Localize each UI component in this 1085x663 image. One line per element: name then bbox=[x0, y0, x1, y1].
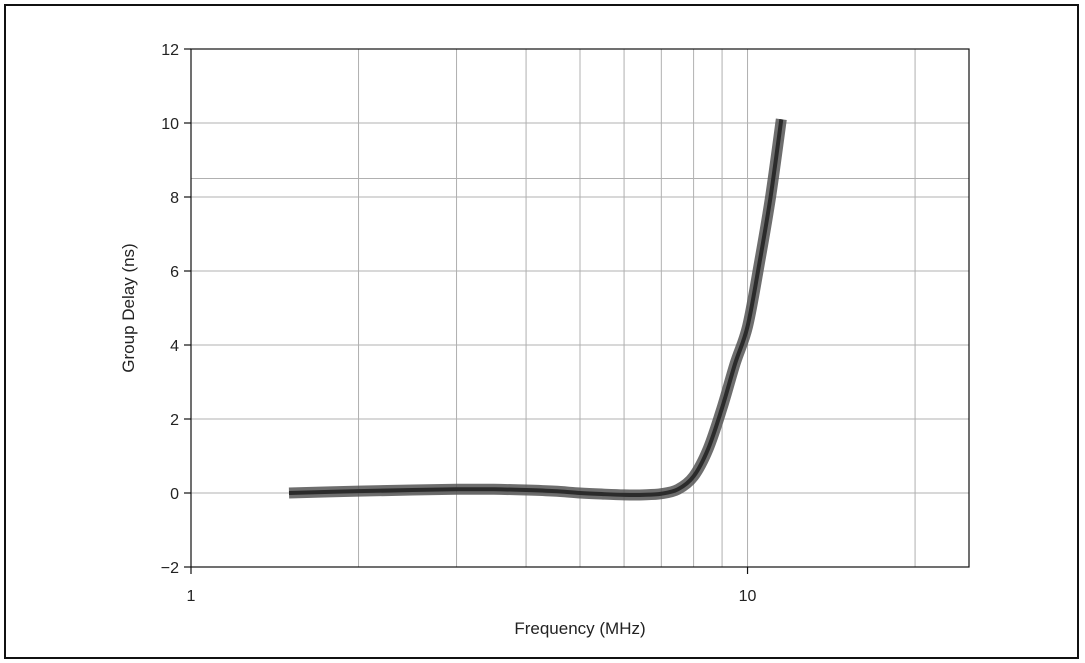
tick-layer: −2 0 2 4 6 8 10 12 1 10 bbox=[161, 42, 757, 605]
y-tick-label: 4 bbox=[170, 338, 179, 355]
x-axis-label: Frequency (MHz) bbox=[514, 619, 645, 638]
group-delay-chart: −2 0 2 4 6 8 10 12 1 10 Frequency (MHz) Group Del… bbox=[119, 42, 970, 638]
y-axis-label: Group Delay (ns) bbox=[119, 243, 138, 372]
chart-frame: −2 0 2 4 6 8 10 12 1 10 Frequency (MHz) Group Del… bbox=[4, 4, 1079, 659]
y-tick-label: 8 bbox=[170, 190, 179, 207]
y-tick-label: −2 bbox=[161, 560, 179, 577]
series-band bbox=[288, 118, 787, 501]
series-line bbox=[288, 119, 784, 497]
x-tick-label: 10 bbox=[739, 588, 757, 605]
y-tick-label: 0 bbox=[170, 486, 179, 503]
y-tick-label: 12 bbox=[161, 42, 179, 59]
x-tick-label: 1 bbox=[187, 588, 196, 605]
plot-area-border bbox=[190, 48, 970, 568]
series-line-layer bbox=[288, 119, 784, 497]
y-tick-label: 10 bbox=[161, 116, 179, 133]
series-band-path bbox=[288, 118, 787, 501]
y-tick-label: 2 bbox=[170, 412, 179, 429]
y-tick-label: 6 bbox=[170, 264, 179, 281]
